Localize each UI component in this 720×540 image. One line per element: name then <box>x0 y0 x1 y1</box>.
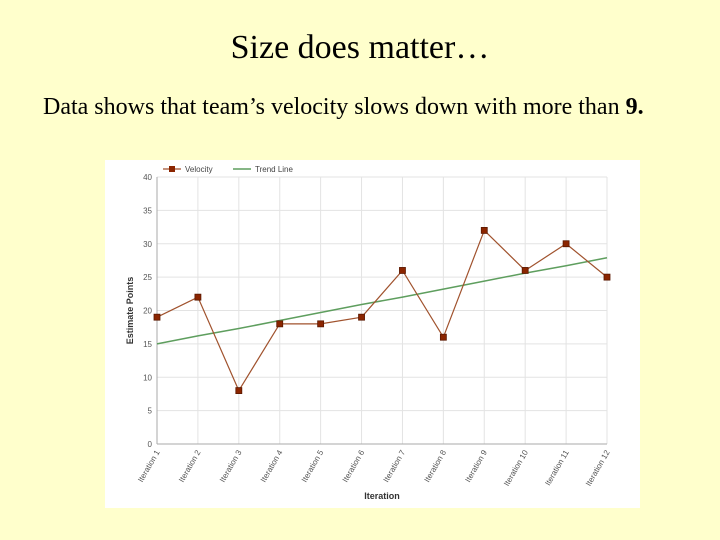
trend-line <box>156 257 608 345</box>
y-tick-label: 35 <box>143 206 152 215</box>
x-tick-label: Iteration 11 <box>543 448 571 487</box>
velocity-point <box>153 313 161 321</box>
velocity-point <box>521 267 529 274</box>
x-tick-label: Iteration 7 <box>382 448 408 484</box>
y-tick-label: 10 <box>143 373 152 382</box>
velocity-point <box>235 387 243 395</box>
velocity-chart-svg: 0 5 10 15 20 25 30 35 40 Iteration 1 Iteration 2 It… <box>125 165 612 501</box>
slide-title: Size does matter… <box>230 29 490 66</box>
velocity-point <box>317 320 325 328</box>
slide-body-text: Data shows that team’s velocity slows do… <box>43 92 683 123</box>
y-tick-label: 40 <box>143 173 152 182</box>
chart-legend: Velocity Trend Line <box>163 165 294 174</box>
velocity-line <box>156 229 608 392</box>
velocity-point <box>562 240 570 248</box>
legend-velocity-label: Velocity <box>185 165 213 174</box>
velocity-point <box>480 227 488 234</box>
velocity-point <box>358 313 365 321</box>
y-axis-title: Estimate Points <box>125 277 135 345</box>
x-tick-label: Iteration 5 <box>300 448 326 484</box>
slide-body-text-main: Data shows that team’s velocity slows do… <box>43 94 626 120</box>
y-tick-label: 20 <box>143 307 152 316</box>
x-tick-label: Iteration 4 <box>259 448 285 484</box>
x-axis-title: Iteration <box>364 491 400 501</box>
x-tick-label: Iteration 10 <box>502 448 530 488</box>
velocity-chart: 0 5 10 15 20 25 30 35 40 Iteration 1 Iteration 2 It… <box>105 160 640 508</box>
grid-lines <box>156 176 608 445</box>
x-tick-label: Iteration 8 <box>423 448 449 484</box>
y-tick-label: 5 <box>148 407 153 416</box>
y-tick-label: 0 <box>148 440 153 449</box>
x-tick-label: Iteration 12 <box>584 448 612 488</box>
velocity-point <box>603 273 611 281</box>
legend-trend-label: Trend Line <box>255 165 294 174</box>
x-tick-label: Iteration 9 <box>463 448 489 484</box>
slide-body-emphasis: 9. <box>625 94 644 120</box>
x-tick-label: Iteration 6 <box>341 448 367 484</box>
y-tick-label: 30 <box>143 240 152 249</box>
x-tick-label: Iteration 2 <box>177 448 203 484</box>
y-tick-label: 15 <box>143 340 152 349</box>
velocity-point <box>399 267 406 274</box>
velocity-point <box>439 333 447 341</box>
velocity-point <box>276 320 284 328</box>
legend-velocity-marker <box>169 166 175 172</box>
velocity-point <box>194 293 202 301</box>
x-tick-label: Iteration 3 <box>218 448 244 484</box>
x-tick-label: Iteration 1 <box>136 448 162 484</box>
y-tick-label: 25 <box>143 273 152 282</box>
